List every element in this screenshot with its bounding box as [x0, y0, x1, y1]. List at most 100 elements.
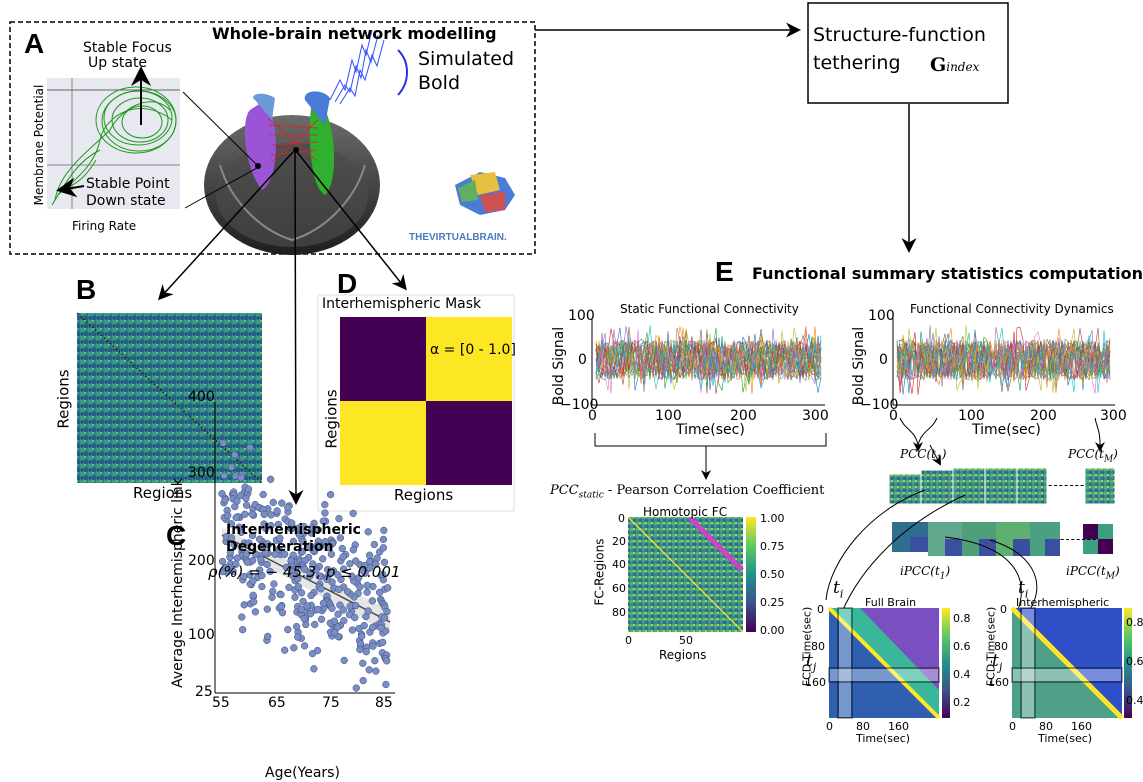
scatter-point: [266, 567, 274, 576]
homotopic-fc-matrix: [627, 516, 756, 633]
scatter-point: [313, 646, 322, 655]
scatter-point: [278, 499, 286, 507]
scatter-point: [370, 540, 378, 549]
scatter-point: [364, 607, 372, 615]
scatter-point: [349, 546, 358, 554]
firing-rate-label: Firing Rate: [72, 219, 137, 233]
scatter-point: [255, 535, 264, 543]
panel-a-frame: [9, 21, 536, 255]
ipcc-tm-label: iPCC(tM): [1066, 564, 1120, 582]
scatter-point: [289, 572, 297, 580]
fcd2-ytick-80: 80: [994, 640, 1008, 653]
scatter-point: [227, 520, 236, 528]
stable-point-label-1: Stable Point: [86, 176, 170, 192]
scatter-point: [330, 628, 339, 637]
hfc-cbar-025: 0.25: [760, 596, 785, 609]
scatter-point: [270, 580, 278, 588]
ts2-xtick-200: 200: [1030, 408, 1057, 424]
scatter-point: [226, 548, 235, 557]
scatter-point: [291, 593, 299, 601]
scatter-point: [248, 510, 256, 518]
scatter-point: [248, 531, 257, 540]
scatter-point: [335, 514, 343, 523]
alpha-label: α = [0 - 1.0]: [430, 342, 516, 358]
panel-b-y-label: Regions: [54, 369, 73, 429]
stable-focus-label-1: Stable Focus: [83, 40, 172, 56]
static-fc-title: Static Functional Connectivity: [620, 302, 799, 316]
scatter-point: [310, 665, 318, 673]
bold-trace: [595, 328, 822, 381]
ts1-xtick-300: 300: [802, 408, 829, 424]
fcd1-ytick-160: 160: [805, 676, 826, 689]
scatter-point: [335, 585, 343, 594]
scatter-point: [368, 597, 377, 605]
ts2-xtick-0: 0: [889, 408, 898, 424]
scatter-point: [338, 544, 346, 553]
scatter-point: [313, 541, 321, 550]
hfc-xtick-0: 0: [625, 634, 632, 647]
scatter-point: [233, 554, 241, 562]
scatter-point: [343, 587, 352, 596]
scatter-point: [319, 599, 328, 607]
dynamic-fc-title: Functional Connectivity Dynamics: [910, 302, 1114, 316]
fcd-full-brain-matrix: [827, 606, 950, 720]
scatter-point: [231, 451, 239, 459]
homotopic-title: Homotopic FC: [643, 505, 728, 519]
scatter-point: [321, 509, 329, 517]
scatter-point: [339, 553, 347, 561]
pcc-tm-label: PCC(tM): [1068, 447, 1118, 465]
scatter-point: [365, 551, 374, 559]
ti-label-1: ti: [833, 578, 844, 601]
scatter-point: [232, 560, 240, 568]
scatter-point: [269, 498, 277, 507]
scatter-point: [377, 624, 385, 632]
scatter-point: [264, 632, 272, 641]
scatter-point: [237, 528, 245, 537]
scatter-point: [384, 584, 392, 592]
scatter-point: [349, 509, 357, 518]
scatter-point: [365, 666, 373, 674]
scatter-point: [244, 485, 253, 493]
scatter-point: [220, 471, 228, 480]
scatter-point: [285, 583, 293, 592]
scatter-point: [241, 510, 249, 518]
scatter-point: [245, 539, 253, 547]
ts1-ytick-0: 0: [578, 352, 587, 368]
scatter-point: [267, 521, 275, 530]
scatter-point: [240, 572, 248, 581]
ts1-xtick-200: 200: [730, 408, 757, 424]
scatter-point: [233, 497, 241, 505]
scatter-point: [326, 490, 335, 499]
homotopic-x-label: Regions: [659, 648, 707, 662]
panel-c-y-tick-400: 400: [188, 389, 215, 405]
panel-c-y-tick-25: 25: [195, 684, 213, 700]
tj-label-2: tj: [992, 651, 1003, 674]
scatter-point: [249, 591, 257, 599]
ipcc-dashes: -------: [1060, 532, 1098, 546]
tj-label-1: tj: [806, 651, 817, 674]
scatter-point: [300, 565, 309, 573]
scatter-point: [251, 608, 260, 616]
bold-trace: [595, 329, 822, 391]
scatter-point: [257, 555, 265, 564]
bold-trace: [896, 338, 1111, 393]
panel-c-x-tick-55: 55: [212, 695, 230, 711]
ts2-ytick-0: 0: [879, 352, 888, 368]
panel-b-letter: B: [76, 274, 97, 305]
scatter-point: [297, 605, 306, 613]
hfc-ytick-80: 80: [612, 606, 626, 619]
bold-trace: [595, 334, 822, 390]
scatter-point: [292, 622, 301, 631]
scatter-point: [276, 534, 284, 542]
hfc-cbar-0: 0.00: [760, 624, 785, 637]
scatter-point: [238, 613, 246, 621]
scatter-point: [275, 545, 283, 553]
scatter-point: [379, 535, 388, 544]
scatter-point: [372, 560, 380, 568]
scatter-point: [362, 648, 370, 656]
ts1-xlabel: Time(sec): [676, 422, 745, 438]
scatter-point: [242, 501, 251, 509]
panel-e-letter: E: [715, 256, 734, 287]
scatter-point: [277, 602, 286, 611]
scatter-point: [363, 588, 371, 596]
